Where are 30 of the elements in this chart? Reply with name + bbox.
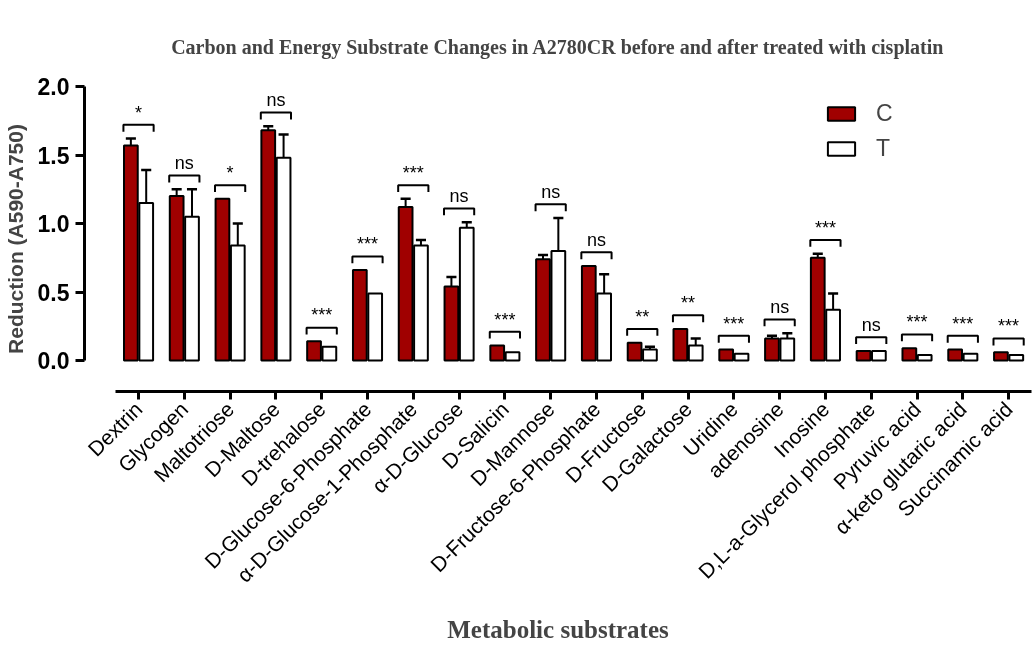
- annotation: *: [226, 162, 234, 183]
- legend-label: C: [876, 100, 894, 127]
- y-tick-label: 1.5: [37, 142, 70, 169]
- annotation: ***: [494, 309, 516, 330]
- x-axis-title: Metabolic substrates: [447, 615, 670, 643]
- y-tick-label: 0.5: [37, 279, 70, 306]
- annotation: ***: [814, 217, 836, 238]
- y-tick-label: 0.0: [37, 348, 70, 375]
- annotation: ***: [906, 312, 928, 333]
- annotation: *: [135, 102, 143, 123]
- annotation: ***: [952, 313, 974, 334]
- annotation: ns: [541, 182, 561, 203]
- chart-title: Carbon and Energy Substrate Changes in A2780CR before and after treated with cisplatin: [171, 35, 944, 59]
- annotation: ns: [861, 315, 881, 336]
- legend-label: T: [876, 135, 892, 162]
- y-tick-label: 1.0: [37, 211, 70, 238]
- annotation: ns: [174, 153, 194, 174]
- annotation: ***: [402, 162, 424, 183]
- annotation: **: [635, 306, 650, 327]
- annotation: ***: [723, 313, 745, 334]
- annotation: ns: [770, 297, 790, 318]
- annotation: ***: [356, 234, 379, 255]
- annotation: ns: [449, 186, 469, 207]
- annotation: ns: [266, 90, 286, 111]
- annotation: ***: [311, 305, 333, 326]
- annotation: ns: [586, 230, 606, 251]
- annotation: ***: [998, 316, 1020, 337]
- annotation: **: [681, 293, 696, 314]
- y-tick-label: 2.0: [37, 74, 70, 100]
- y-axis-title: Reduction (A590-A750): [3, 124, 27, 354]
